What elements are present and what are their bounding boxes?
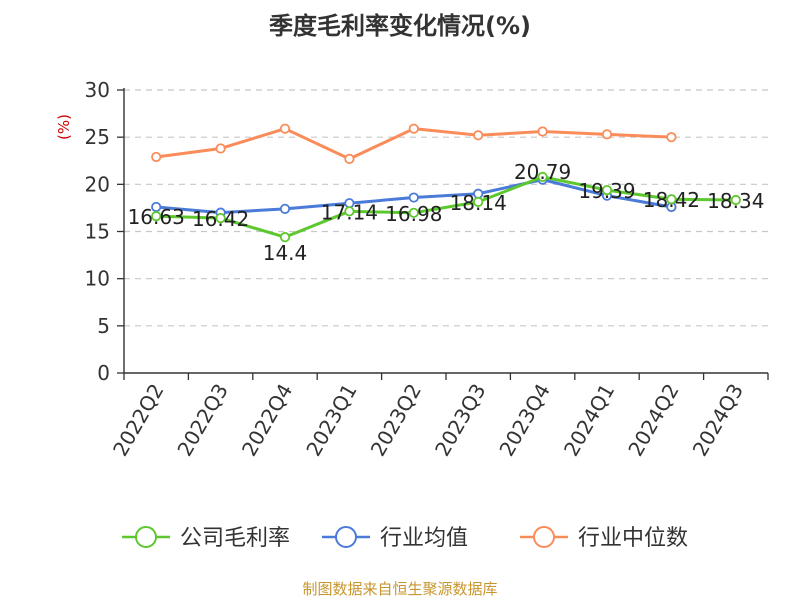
data-label: 17.14 — [321, 200, 378, 224]
data-point — [215, 213, 226, 224]
data-point — [537, 126, 548, 137]
x-tick-label: 2022Q4 — [237, 380, 297, 461]
y-tick-label: 10 — [85, 267, 110, 291]
data-point — [279, 232, 291, 243]
legend-label: 行业均值 — [380, 526, 468, 551]
x-tick-label: 2022Q2 — [108, 380, 168, 461]
data-label: 16.98 — [385, 202, 442, 226]
y-axis-label: (%) — [55, 114, 73, 140]
chart-title: 季度毛利率变化情况(%) — [269, 12, 531, 40]
y-tick-label: 30 — [85, 78, 110, 102]
data-point — [666, 132, 677, 143]
data-point — [666, 194, 677, 205]
data-point — [408, 207, 419, 218]
x-tick-label: 2023Q1 — [301, 380, 361, 461]
data-point — [537, 171, 548, 182]
data-point — [473, 196, 484, 207]
source-note: 制图数据来自恒生聚源数据库 — [302, 580, 498, 598]
y-tick-label: 15 — [85, 220, 110, 244]
x-tick-label: 2024Q2 — [623, 380, 683, 461]
data-point — [279, 203, 291, 214]
legend-swatch-marker — [135, 526, 157, 548]
data-label: 14.4 — [263, 241, 308, 265]
x-tick-label: 2022Q3 — [172, 380, 232, 461]
data-point — [215, 143, 226, 154]
x-tick-label: 2023Q2 — [366, 380, 426, 461]
y-tick-label: 20 — [85, 172, 110, 196]
data-point — [279, 123, 291, 134]
y-tick-label: 0 — [97, 361, 110, 385]
data-label: 18.34 — [707, 189, 764, 213]
y-tick-label: 25 — [85, 125, 110, 149]
data-point — [151, 151, 162, 163]
data-point — [151, 211, 162, 222]
data-label: 18.42 — [643, 188, 700, 212]
x-tick-label: 2023Q4 — [494, 380, 554, 461]
data-label: 16.63 — [128, 205, 185, 229]
x-tick-label: 2023Q3 — [430, 380, 490, 461]
data-point — [601, 129, 613, 140]
legend-label: 公司毛利率 — [180, 526, 290, 551]
data-label: 16.42 — [192, 207, 249, 231]
data-point — [344, 206, 355, 217]
data-label: 20.79 — [514, 160, 571, 184]
x-tick-label: 2024Q1 — [559, 380, 619, 461]
data-point — [730, 194, 741, 206]
series-line — [156, 175, 736, 239]
data-label: 18.14 — [450, 191, 507, 215]
data-point — [408, 192, 419, 203]
data-point — [344, 153, 355, 164]
legend-swatch-marker — [335, 526, 357, 548]
data-point — [601, 184, 613, 196]
legend-label: 行业中位数 — [578, 526, 688, 551]
data-point — [473, 130, 484, 141]
x-tick-label: 2024Q3 — [688, 380, 748, 461]
data-label: 19.39 — [578, 179, 635, 203]
data-point — [408, 123, 419, 134]
legend-swatch-marker — [533, 526, 555, 548]
y-tick-label: 5 — [97, 314, 110, 338]
